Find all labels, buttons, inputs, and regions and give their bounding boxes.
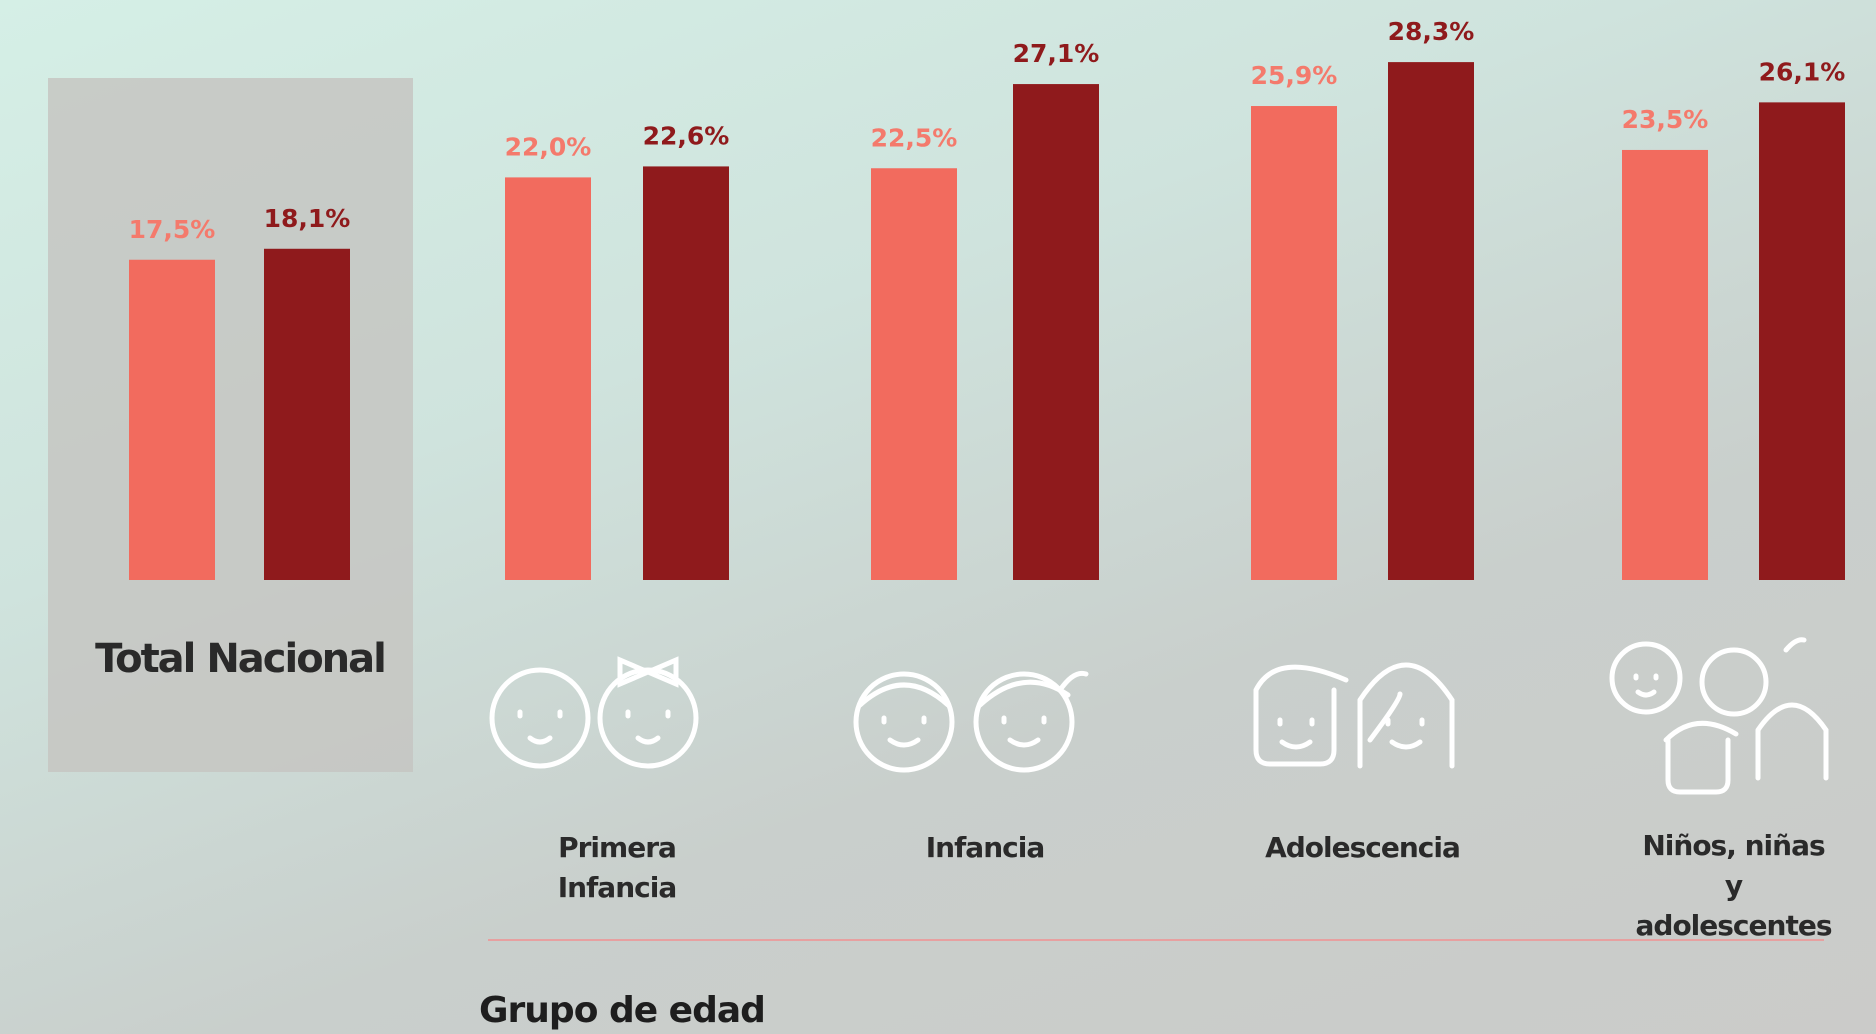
bar — [1622, 149, 1708, 580]
bar — [1388, 62, 1474, 581]
icon-babies — [489, 656, 699, 769]
x-axis-label: Grupo de edad — [479, 990, 766, 1031]
icon-teens — [1253, 662, 1455, 769]
bar — [1013, 84, 1099, 580]
bar — [643, 166, 729, 581]
category-label: Primera Infancia — [557, 831, 677, 904]
category-label: Niños, niñas y adolescentes — [1635, 829, 1833, 942]
value-label: 27,1% — [1013, 39, 1100, 68]
value-label: 23,5% — [1622, 105, 1709, 134]
value-label: 18,1% — [264, 204, 351, 233]
value-label: 25,9% — [1251, 61, 1338, 90]
category-label: Total Nacional — [95, 636, 387, 682]
bar — [505, 177, 591, 580]
bar — [264, 248, 350, 580]
value-label: 22,5% — [871, 123, 958, 152]
value-label: 26,1% — [1759, 57, 1846, 86]
bar — [871, 168, 957, 580]
category-label: Adolescencia — [1265, 831, 1461, 864]
highlight-panel — [48, 78, 413, 772]
icon-children — [853, 670, 1089, 773]
value-label: 17,5% — [129, 215, 216, 244]
bar — [129, 259, 215, 580]
value-label: 22,0% — [505, 132, 592, 161]
icon-group — [1609, 637, 1829, 795]
bar — [1759, 102, 1845, 581]
category-label: Infancia — [925, 831, 1045, 864]
value-label: 28,3% — [1388, 17, 1475, 46]
value-label: 22,6% — [643, 121, 730, 150]
bar — [1251, 106, 1337, 580]
